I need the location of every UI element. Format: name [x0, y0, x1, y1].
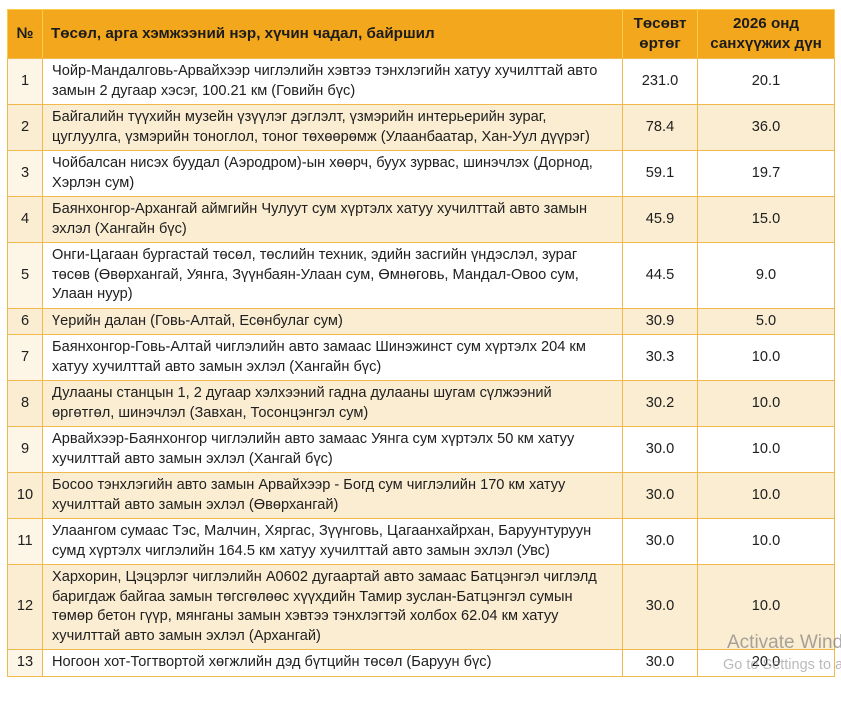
table-header: № Төсөл, арга хэмжээний нэр, хүчин чадал…: [7, 9, 835, 59]
financing-2026-cell: 15.0: [697, 196, 835, 243]
table-row: 11 Улаангом сумаас Тэс, Малчин, Хяргас, З…: [7, 518, 835, 565]
table-row: 5 Онги-Цагаан бургастай төсөл, төслийн те…: [7, 242, 835, 309]
project-description-cell: Улаангом сумаас Тэс, Малчин, Хяргас, Зүү…: [42, 518, 623, 565]
financing-2026-cell: 19.7: [697, 150, 835, 197]
header-project-name-column: Төсөл, арга хэмжээний нэр, хүчин чадал, …: [42, 9, 623, 59]
table-row: 7 Баянхонгор-Говь-Алтай чиглэлийн авто за…: [7, 334, 835, 381]
financing-2026-cell: 36.0: [697, 104, 835, 151]
table-row: 6 Үерийн далан (Говь-Алтай, Есөнбулаг сум…: [7, 307, 835, 335]
row-number-cell: 6: [7, 307, 43, 335]
financing-2026-cell: 10.0: [697, 564, 835, 650]
table-row: 10 Босоо тэнхлэгийн авто замын Арвайхээр …: [7, 472, 835, 519]
budget-cost-cell: 30.3: [622, 334, 698, 381]
budget-cost-cell: 44.5: [622, 242, 698, 309]
table-body: 1 Чойр-Мандалговь-Арвайхээр чиглэлийн хэв…: [7, 58, 835, 677]
header-budget-cost-column: Төсөвт өртөг: [622, 9, 698, 59]
project-description-cell: Үерийн далан (Говь-Алтай, Есөнбулаг сум): [42, 307, 623, 335]
financing-2026-cell: 10.0: [697, 380, 835, 427]
table-row: 8 Дулааны станцын 1, 2 дугаар хэлхээний г…: [7, 380, 835, 427]
project-description-cell: Чойр-Мандалговь-Арвайхээр чиглэлийн хэвт…: [42, 58, 623, 105]
row-number-cell: 11: [7, 518, 43, 565]
financing-2026-cell: 5.0: [697, 307, 835, 335]
budget-cost-cell: 59.1: [622, 150, 698, 197]
row-number-cell: 3: [7, 150, 43, 197]
budget-cost-cell: 78.4: [622, 104, 698, 151]
header-number-column: №: [7, 9, 43, 59]
row-number-cell: 7: [7, 334, 43, 381]
budget-cost-cell: 30.0: [622, 649, 698, 677]
table-row: 9 Арвайхээр-Баянхонгор чиглэлийн авто зам…: [7, 426, 835, 473]
financing-2026-cell: 10.0: [697, 334, 835, 381]
project-description-cell: Босоо тэнхлэгийн авто замын Арвайхээр - …: [42, 472, 623, 519]
project-description-cell: Баянхонгор-Говь-Алтай чиглэлийн авто зам…: [42, 334, 623, 381]
project-description-cell: Баянхонгор-Архангай аймгийн Чулуут сум х…: [42, 196, 623, 243]
header-row: № Төсөл, арга хэмжээний нэр, хүчин чадал…: [7, 9, 835, 59]
row-number-cell: 5: [7, 242, 43, 309]
header-financing-2026-column: 2026 онд санхүүжих дүн: [697, 9, 835, 59]
row-number-cell: 10: [7, 472, 43, 519]
budget-cost-cell: 30.0: [622, 426, 698, 473]
budget-cost-cell: 30.0: [622, 472, 698, 519]
project-description-cell: Хархорин, Цэцэрлэг чиглэлийн А0602 дугаа…: [42, 564, 623, 650]
row-number-cell: 1: [7, 58, 43, 105]
row-number-cell: 8: [7, 380, 43, 427]
table-row: 2 Байгалийн түүхийн музейн үзүүлэг дэглэл…: [7, 104, 835, 151]
project-description-cell: Байгалийн түүхийн музейн үзүүлэг дэглэлт…: [42, 104, 623, 151]
project-description-cell: Онги-Цагаан бургастай төсөл, төслийн тех…: [42, 242, 623, 309]
financing-2026-cell: 20.0: [697, 649, 835, 677]
table-row: 1 Чойр-Мандалговь-Арвайхээр чиглэлийн хэв…: [7, 58, 835, 105]
project-description-cell: Чойбалсан нисэх буудал (Аэродром)-ын хөө…: [42, 150, 623, 197]
table-row: 3 Чойбалсан нисэх буудал (Аэродром)-ын хө…: [7, 150, 835, 197]
table-row: 4 Баянхонгор-Архангай аймгийн Чулуут сум …: [7, 196, 835, 243]
table-row: 12 Хархорин, Цэцэрлэг чиглэлийн А0602 дуг…: [7, 564, 835, 650]
budget-cost-cell: 30.2: [622, 380, 698, 427]
row-number-cell: 12: [7, 564, 43, 650]
financing-2026-cell: 10.0: [697, 426, 835, 473]
budget-cost-cell: 30.0: [622, 518, 698, 565]
project-description-cell: Арвайхээр-Баянхонгор чиглэлийн авто зама…: [42, 426, 623, 473]
budget-cost-cell: 45.9: [622, 196, 698, 243]
row-number-cell: 4: [7, 196, 43, 243]
budget-cost-cell: 30.9: [622, 307, 698, 335]
table-row: 13 Ногоон хот-Тогтвортой хөгжлийн дэд бүт…: [7, 649, 835, 677]
budget-cost-cell: 231.0: [622, 58, 698, 105]
budget-cost-cell: 30.0: [622, 564, 698, 650]
financing-2026-cell: 9.0: [697, 242, 835, 309]
project-description-cell: Дулааны станцын 1, 2 дугаар хэлхээний га…: [42, 380, 623, 427]
financing-2026-cell: 10.0: [697, 518, 835, 565]
row-number-cell: 13: [7, 649, 43, 677]
row-number-cell: 9: [7, 426, 43, 473]
projects-table: № Төсөл, арга хэмжээний нэр, хүчин чадал…: [7, 9, 835, 677]
financing-2026-cell: 20.1: [697, 58, 835, 105]
project-description-cell: Ногоон хот-Тогтвортой хөгжлийн дэд бүтци…: [42, 649, 623, 677]
row-number-cell: 2: [7, 104, 43, 151]
financing-2026-cell: 10.0: [697, 472, 835, 519]
